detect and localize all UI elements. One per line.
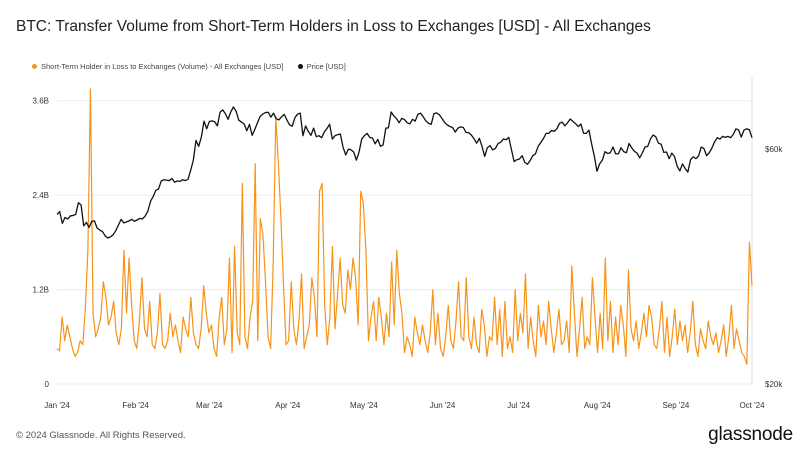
x-tick-label: Feb '24 xyxy=(122,401,149,410)
x-tick-label: Jul '24 xyxy=(507,401,530,410)
legend-price-dot-icon xyxy=(297,64,303,69)
legend-volume-dot-icon xyxy=(32,64,37,69)
y-axis-right: $20k $60k xyxy=(751,77,783,389)
legend-volume-label: Short-Term Holder in Loss to Exchanges (… xyxy=(41,62,284,71)
x-tick-label: Apr '24 xyxy=(275,401,301,410)
glassnode-logo[interactable]: glassnode xyxy=(708,424,793,445)
y-axis-left: 0 1.2B 2.4B 3.6B xyxy=(33,97,50,389)
y-left-tick-label: 1.2B xyxy=(33,286,49,295)
series-line-price xyxy=(56,106,753,239)
legend: Short-Term Holder in Loss to Exchanges (… xyxy=(32,62,346,71)
y-right-tick-label: $60k xyxy=(765,145,783,154)
x-tick-label: Oct '24 xyxy=(739,401,765,410)
y-left-tick-label: 0 xyxy=(45,380,50,389)
chart-title: BTC: Transfer Volume from Short-Term Hol… xyxy=(16,18,651,35)
x-tick-label: Sep '24 xyxy=(662,401,689,410)
series-layer xyxy=(56,88,753,365)
copyright-notice: © 2024 Glassnode. All Rights Reserved. xyxy=(16,430,186,441)
x-tick-label: Mar '24 xyxy=(196,401,223,410)
y-left-tick-label: 2.4B xyxy=(33,191,49,200)
x-tick-label: May '24 xyxy=(350,401,378,410)
y-right-tick-label: $20k xyxy=(765,380,783,389)
legend-price-label: Price [USD] xyxy=(306,62,346,71)
legend-item-price[interactable]: Price [USD] xyxy=(297,62,346,71)
x-tick-label: Jan '24 xyxy=(44,401,70,410)
legend-item-volume[interactable]: Short-Term Holder in Loss to Exchanges (… xyxy=(32,62,284,71)
x-tick-label: Aug '24 xyxy=(584,401,611,410)
y-left-tick-label: 3.6B xyxy=(33,97,49,106)
grid-lines xyxy=(57,100,752,385)
series-line-volume xyxy=(56,88,753,365)
x-axis: Jan '24 Feb '24 Mar '24 Apr '24 May '24 Jun '… xyxy=(44,401,765,410)
x-tick-label: Jun '24 xyxy=(430,401,456,410)
